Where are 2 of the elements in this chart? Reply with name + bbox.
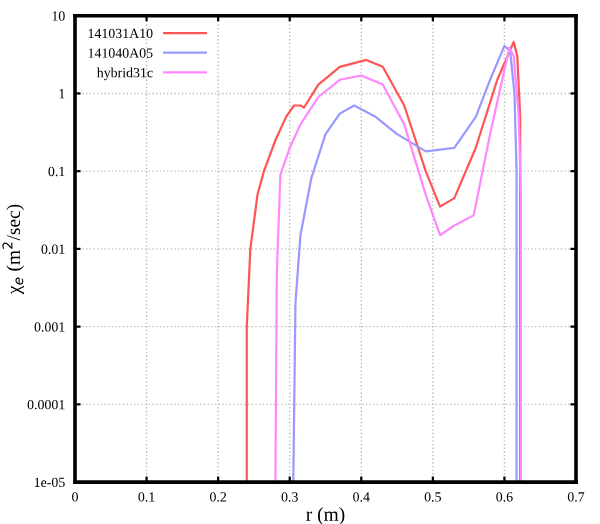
x-axis-title: r (m) <box>306 507 345 524</box>
y-axis-title: χ$_{e}$ (m$^{2}$/sec) <box>2 204 25 295</box>
